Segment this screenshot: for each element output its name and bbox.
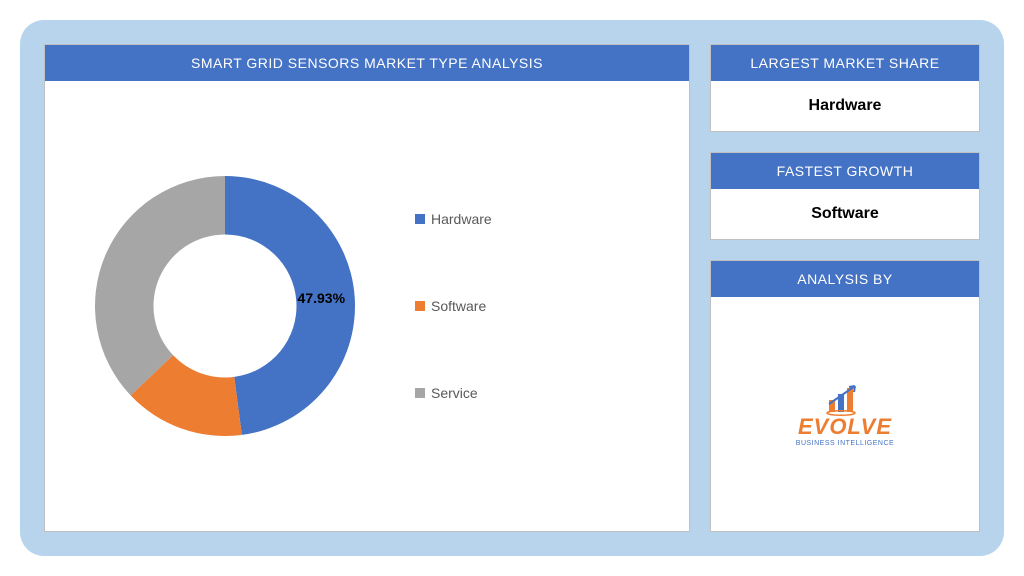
legend-swatch: [415, 301, 425, 311]
fastest-growth-value: Software: [711, 189, 979, 239]
chart-card: SMART GRID SENSORS MARKET TYPE ANALYSIS …: [44, 44, 690, 532]
fastest-growth-title: FASTEST GROWTH: [711, 153, 979, 189]
dashboard-container: SMART GRID SENSORS MARKET TYPE ANALYSIS …: [20, 20, 1004, 556]
legend-item-software: Software: [415, 298, 492, 314]
legend-label: Software: [431, 298, 486, 314]
chart-body: 47.93% Hardware Software Service: [45, 81, 689, 531]
donut-chart: 47.93%: [75, 156, 375, 456]
fastest-growth-card: FASTEST GROWTH Software: [710, 152, 980, 240]
legend-item-hardware: Hardware: [415, 211, 492, 227]
legend-label: Hardware: [431, 211, 492, 227]
legend-item-service: Service: [415, 385, 492, 401]
logo-bars-icon: [825, 382, 865, 416]
side-panel: LARGEST MARKET SHARE Hardware FASTEST GR…: [710, 44, 980, 532]
legend-swatch: [415, 214, 425, 224]
legend-label: Service: [431, 385, 478, 401]
chart-title: SMART GRID SENSORS MARKET TYPE ANALYSIS: [45, 45, 689, 81]
analysis-by-logo-container: EVOLVE BUSINESS INTELLIGENCE: [711, 297, 979, 531]
logo-word: EVOLVE: [798, 416, 892, 438]
largest-share-card: LARGEST MARKET SHARE Hardware: [710, 44, 980, 132]
donut-slice-service: [95, 176, 225, 395]
legend-swatch: [415, 388, 425, 398]
analysis-by-card: ANALYSIS BY EVOLVE BUSINESS INTELLIGENCE: [710, 260, 980, 532]
donut-slice-label: 47.93%: [298, 290, 345, 306]
logo-subtitle: BUSINESS INTELLIGENCE: [796, 440, 894, 447]
largest-share-value: Hardware: [711, 81, 979, 131]
evolve-logo: EVOLVE BUSINESS INTELLIGENCE: [796, 382, 894, 447]
chart-legend: Hardware Software Service: [415, 176, 492, 436]
analysis-by-title: ANALYSIS BY: [711, 261, 979, 297]
largest-share-title: LARGEST MARKET SHARE: [711, 45, 979, 81]
